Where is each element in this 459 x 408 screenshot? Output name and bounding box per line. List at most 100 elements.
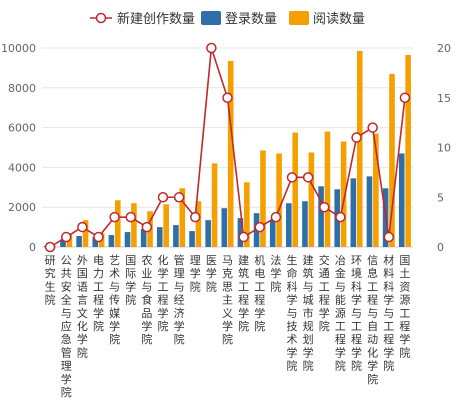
bar-login[interactable] xyxy=(398,153,405,247)
line-point[interactable] xyxy=(319,201,330,213)
bar-read[interactable] xyxy=(292,132,299,247)
line-point[interactable] xyxy=(302,172,314,183)
line-point[interactable] xyxy=(77,221,88,233)
bar-read[interactable] xyxy=(373,133,379,247)
bar-login[interactable] xyxy=(366,176,373,247)
line-point[interactable] xyxy=(286,172,298,183)
bar-login[interactable] xyxy=(205,220,211,247)
x-tick-label: 马克思主义学院 xyxy=(222,254,233,346)
bar-read[interactable] xyxy=(163,204,169,247)
y-left-tick-label: 10000 xyxy=(1,42,36,55)
line-point[interactable] xyxy=(125,211,136,223)
line-point[interactable] xyxy=(44,241,56,253)
bar-login[interactable] xyxy=(140,229,147,247)
legend[interactable]: 新建创作数量 登录数量 阅读数量 xyxy=(90,11,365,27)
x-tick-label: 国土资源工程学院 xyxy=(399,254,410,359)
line-point[interactable] xyxy=(335,211,346,223)
bar-read[interactable] xyxy=(227,60,234,248)
bar-login[interactable] xyxy=(189,231,195,247)
bar-login[interactable] xyxy=(350,178,357,247)
x-tick-label: 生命科学与技术学院 xyxy=(287,253,298,373)
line-point[interactable] xyxy=(93,231,104,243)
x-tick-label: 研究生院 xyxy=(45,254,56,307)
bar-login[interactable] xyxy=(124,232,131,247)
bar-read[interactable] xyxy=(356,50,363,247)
bar-read[interactable] xyxy=(260,150,266,247)
bar-read[interactable] xyxy=(179,188,186,247)
bar-login[interactable] xyxy=(173,225,179,247)
x-tick-label: 国际学院 xyxy=(125,254,136,307)
x-tick-label: 艺术与传媒学院 xyxy=(109,254,120,346)
line-point[interactable] xyxy=(222,92,233,103)
x-tick-label: 管理与经济学院 xyxy=(174,253,185,346)
bar-read[interactable] xyxy=(340,141,347,247)
line-point[interactable] xyxy=(141,221,153,233)
line-point[interactable] xyxy=(109,211,120,223)
y-left-tick-label: 4000 xyxy=(8,161,36,174)
x-tick-label: 建筑与城市规划学院 xyxy=(303,253,314,373)
x-tick-label: 建筑工程学院 xyxy=(238,253,249,333)
bar-login[interactable] xyxy=(156,227,163,247)
line-point[interactable] xyxy=(383,231,395,243)
bar-login[interactable] xyxy=(286,203,292,247)
x-tick-label: 机电工程学院 xyxy=(254,253,265,333)
bar-login[interactable] xyxy=(92,237,99,247)
bar-login[interactable] xyxy=(237,218,244,247)
line-point[interactable] xyxy=(399,92,411,103)
legend-label: 新建创作数量 xyxy=(117,11,195,27)
y-left-tick-label: 8000 xyxy=(8,82,36,95)
legend-item-read[interactable]: 阅读数量 xyxy=(289,11,365,27)
bar-read[interactable] xyxy=(308,152,315,247)
bar-login[interactable] xyxy=(76,236,82,247)
y-axis-left: 0 2000 4000 6000 8000 10000 xyxy=(1,42,36,254)
legend-bar-swatch xyxy=(201,11,221,25)
legend-item-line[interactable]: 新建创作数量 xyxy=(90,11,195,27)
line-point[interactable] xyxy=(206,42,217,54)
legend-line-marker xyxy=(95,12,107,24)
line-point[interactable] xyxy=(60,231,72,243)
line-point[interactable] xyxy=(157,192,169,203)
bar-read[interactable] xyxy=(131,203,137,247)
line-series xyxy=(44,42,411,253)
line-point[interactable] xyxy=(270,211,282,223)
bar-login[interactable] xyxy=(302,201,308,247)
bar-read[interactable] xyxy=(324,131,331,247)
bar-read[interactable] xyxy=(244,182,250,247)
bar-login[interactable] xyxy=(318,186,324,247)
x-tick-label: 材料科学与工程学院 xyxy=(383,253,394,373)
x-tick-label: 化学工程学院 xyxy=(157,253,168,333)
bar-login[interactable] xyxy=(108,235,115,247)
bar-read[interactable] xyxy=(405,54,411,248)
x-tick-label: 公共安全与应急管理学院 xyxy=(61,254,72,399)
y-right-tick-label: 10 xyxy=(437,142,451,155)
x-tick-label: 交通工程学院 xyxy=(319,253,330,333)
legend-label: 登录数量 xyxy=(225,12,277,27)
bar-read[interactable] xyxy=(211,163,218,247)
bar-read[interactable] xyxy=(82,220,89,247)
line-point[interactable] xyxy=(254,221,266,233)
bar-login[interactable] xyxy=(60,240,66,247)
bar-login[interactable] xyxy=(269,220,276,247)
bar-login[interactable] xyxy=(221,208,228,247)
legend-bar-swatch xyxy=(289,11,309,25)
y-right-tick-label: 20 xyxy=(437,42,451,55)
x-axis: 研究生院公共安全与应急管理学院外国语言文化学院电力工程学院艺术与传媒学院国际学院… xyxy=(45,253,411,399)
y-right-tick-label: 5 xyxy=(437,191,444,204)
line-point[interactable] xyxy=(189,211,201,223)
x-tick-label: 外国语言文化学院 xyxy=(77,254,88,359)
line-point[interactable] xyxy=(351,132,362,143)
bar-read[interactable] xyxy=(389,73,395,248)
y-right-tick-label: 15 xyxy=(437,92,451,105)
line-point[interactable] xyxy=(238,231,249,243)
y-left-tick-label: 0 xyxy=(29,241,36,254)
y-right-tick-label: 0 xyxy=(437,241,444,254)
bar-read[interactable] xyxy=(276,153,282,247)
y-axis-right: 0 5 10 15 20 xyxy=(437,42,451,254)
line-point[interactable] xyxy=(173,192,185,203)
bar-read[interactable] xyxy=(114,200,121,247)
line-point[interactable] xyxy=(367,122,378,133)
x-tick-label: 农业与食品学院 xyxy=(141,253,152,346)
bar-read[interactable] xyxy=(195,201,202,247)
legend-item-login[interactable]: 登录数量 xyxy=(201,11,277,27)
